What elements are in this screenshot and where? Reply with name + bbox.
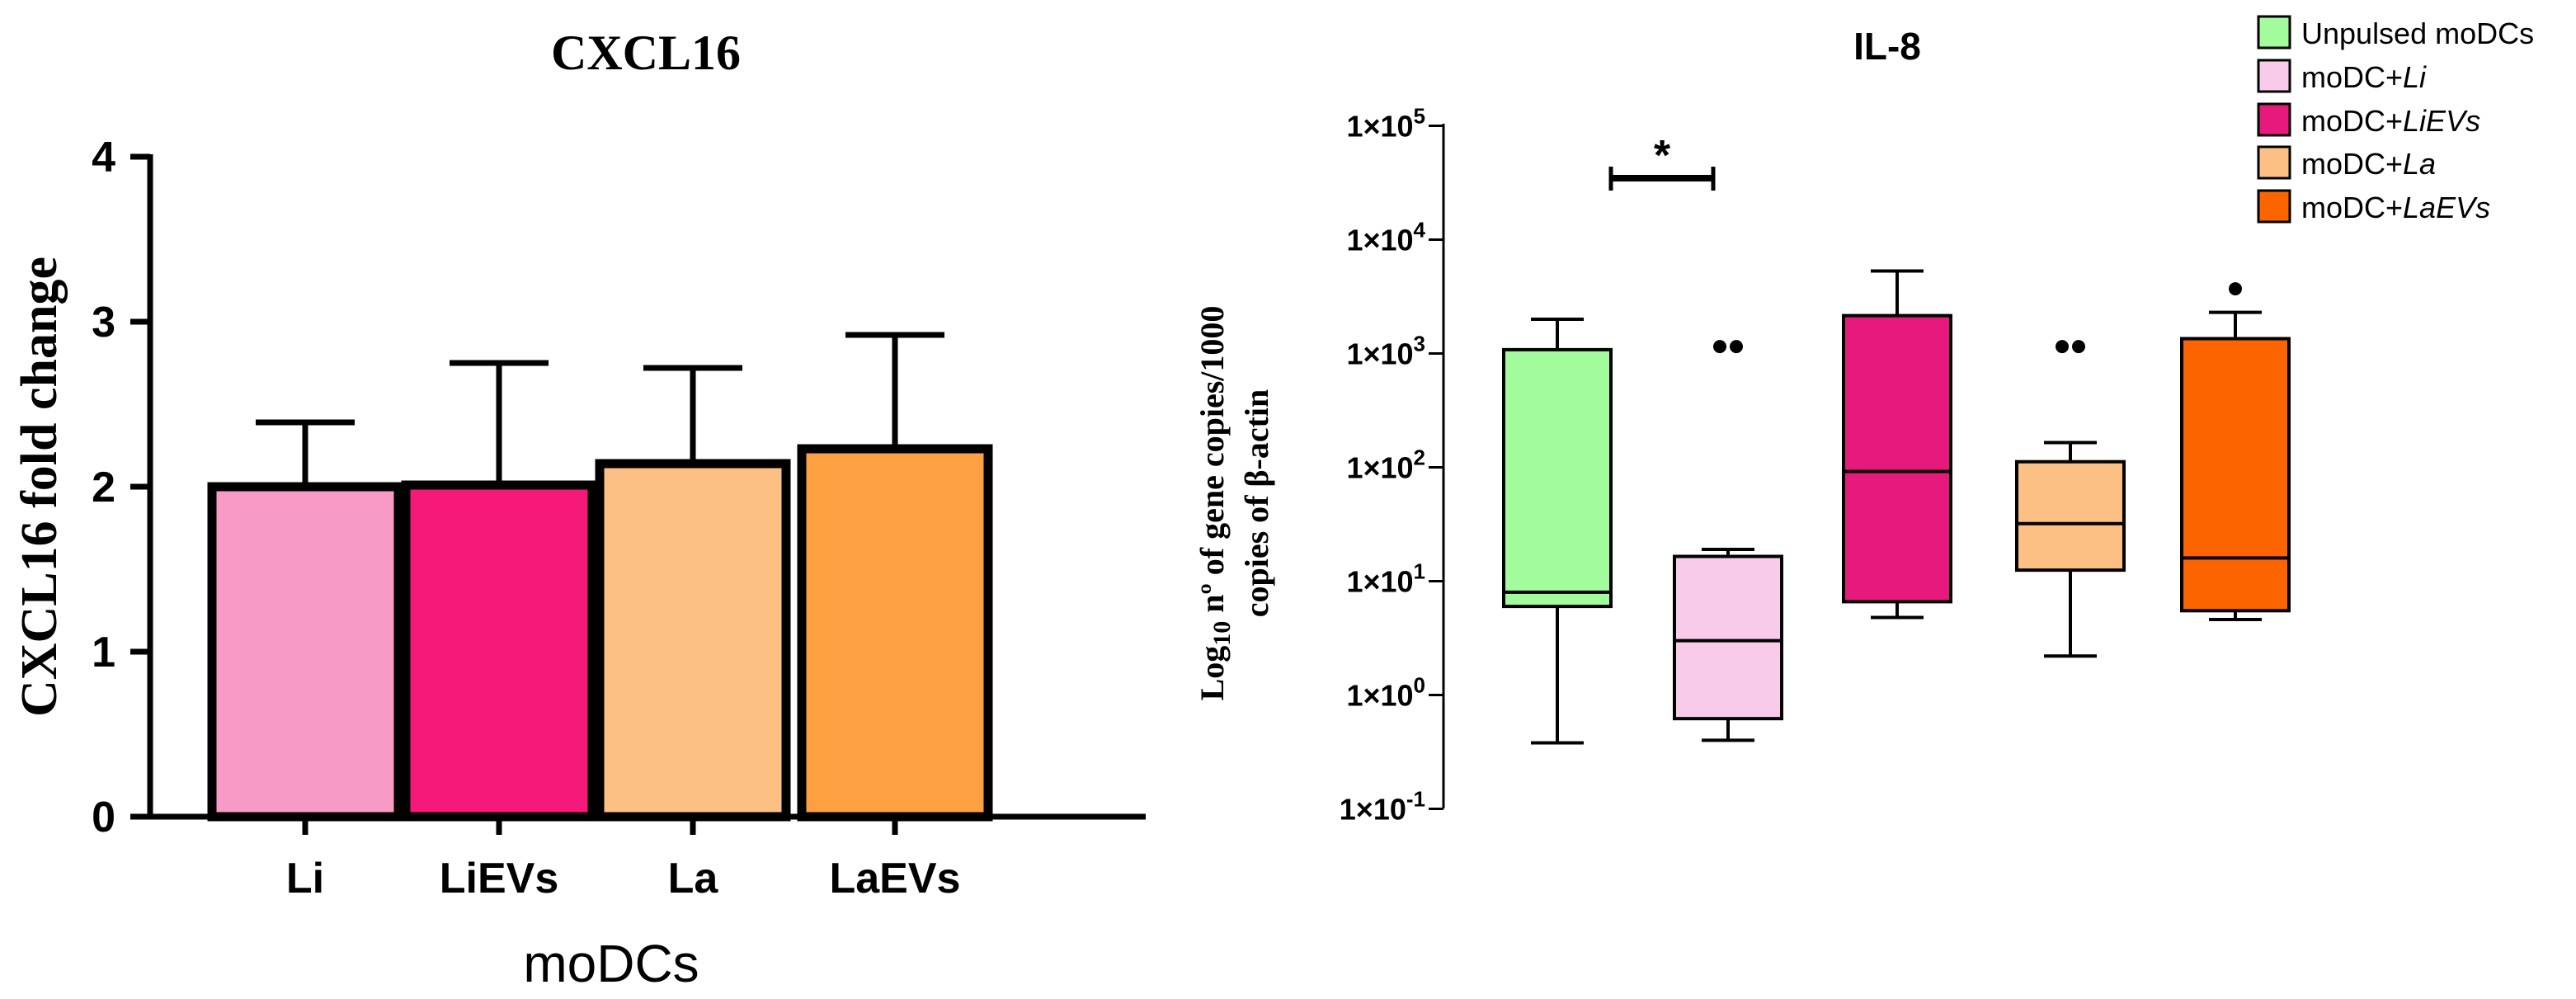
il8-box-iqr [1842, 313, 1952, 604]
cxcl16-bar-chart: CXCL16 CXCL16 fold change moDCs 0 1 2 3 4 Li… [12, 26, 1146, 993]
cxcl16-x-tick-label: La [668, 855, 719, 902]
legend-swatch-modc-liEVs [2257, 102, 2291, 137]
cxcl16-y-tick-label: 2 [92, 464, 115, 511]
il8-box-unpulsed-modcs [1502, 317, 1613, 745]
il8-box-iqr [2015, 459, 2126, 573]
il8-box-modc-li [1673, 340, 1783, 742]
il8-outlier-point [2229, 282, 2242, 296]
significance-bracket: * [1608, 132, 1716, 191]
il8-y-tick-label: 1×101 [1346, 559, 1425, 599]
il8-outlier-point [2072, 340, 2085, 354]
cxcl16-x-tick-label: LaEVs [830, 855, 961, 902]
cxcl16-bar-laevs [797, 444, 993, 822]
cxcl16-y-ticks: 0 1 2 3 4 [92, 134, 150, 841]
il8-y-tick-label: 1×100 [1346, 673, 1425, 713]
legend-swatch-modc-laEVs [2257, 189, 2291, 224]
cxcl16-bar-li [207, 482, 403, 822]
il8-box-iqr [2180, 337, 2291, 613]
il8-box-modc-la [2015, 340, 2126, 658]
il8-y-tick-label: 1×104 [1346, 218, 1425, 257]
legend-label-modc-la: moDC+La [2301, 147, 2436, 181]
cxcl16-bar-lievs [401, 480, 597, 822]
il8-y-tick-label: 1×102 [1346, 445, 1425, 485]
cxcl16-y-tick-label: 0 [92, 794, 115, 841]
il8-outlier-point [2056, 340, 2069, 354]
il8-y-ticks: 1×105 1×104 1×103 1×102 1×101 1×100 1×10-1 [1340, 104, 1443, 827]
il8-legend: Unpulsed moDCs moDC+Li moDC+LiEVs moDC+La mo… [2257, 15, 2534, 224]
cxcl16-y-axis-label: CXCL16 fold change [12, 257, 68, 717]
legend-swatch-modc-li [2257, 59, 2291, 93]
il8-y-axis-label-line1: Log10 nº of gene copies/1000 [1194, 306, 1236, 701]
legend-label-unpulsed-modcs: Unpulsed moDCs [2301, 16, 2534, 50]
cxcl16-bars [207, 332, 993, 822]
legend-label-modc-liEVs: moDC+LiEVs [2301, 104, 2480, 138]
il8-title: IL-8 [1853, 25, 1921, 68]
cxcl16-y-tick-label: 4 [92, 134, 115, 181]
cxcl16-bar-la [595, 459, 791, 822]
legend-label-modc-laEVs: moDC+LaEVs [2301, 191, 2490, 224]
cxcl16-y-tick-label: 3 [92, 299, 115, 346]
legend-label-modc-li: moDC+Li [2301, 60, 2427, 94]
il8-y-tick-label: 1×103 [1346, 332, 1425, 371]
cxcl16-x-tick-label: LiEVs [440, 855, 559, 902]
il8-box-modc-liEVs [1842, 269, 1952, 620]
il8-box-chart: IL-8 Log10 nº of gene copies/1000 copies… [1194, 15, 2534, 827]
il8-box-modc-laEVs [2180, 282, 2291, 622]
il8-boxes [1502, 269, 2291, 745]
il8-y-tick-label: 1×105 [1346, 104, 1425, 144]
cxcl16-y-tick-label: 1 [92, 629, 115, 676]
il8-outlier-point [1730, 340, 1743, 354]
cxcl16-x-tick-label: Li [286, 855, 324, 902]
il8-box-iqr [1502, 347, 1613, 609]
cxcl16-x-ticks: Li LiEVs La LaEVs [286, 817, 961, 902]
il8-box-iqr [1673, 554, 1783, 721]
significance-star: * [1654, 132, 1671, 180]
legend-swatch-modc-la [2257, 145, 2291, 180]
il8-outlier-point [1713, 340, 1726, 354]
legend-swatch-unpulsed-modcs [2257, 15, 2291, 49]
il8-y-tick-label: 1×10-1 [1340, 787, 1425, 827]
cxcl16-x-axis-label: moDCs [523, 934, 699, 993]
il8-y-axis-label-line2: copies of β-actin [1238, 389, 1275, 618]
cxcl16-title: CXCL16 [551, 26, 741, 80]
